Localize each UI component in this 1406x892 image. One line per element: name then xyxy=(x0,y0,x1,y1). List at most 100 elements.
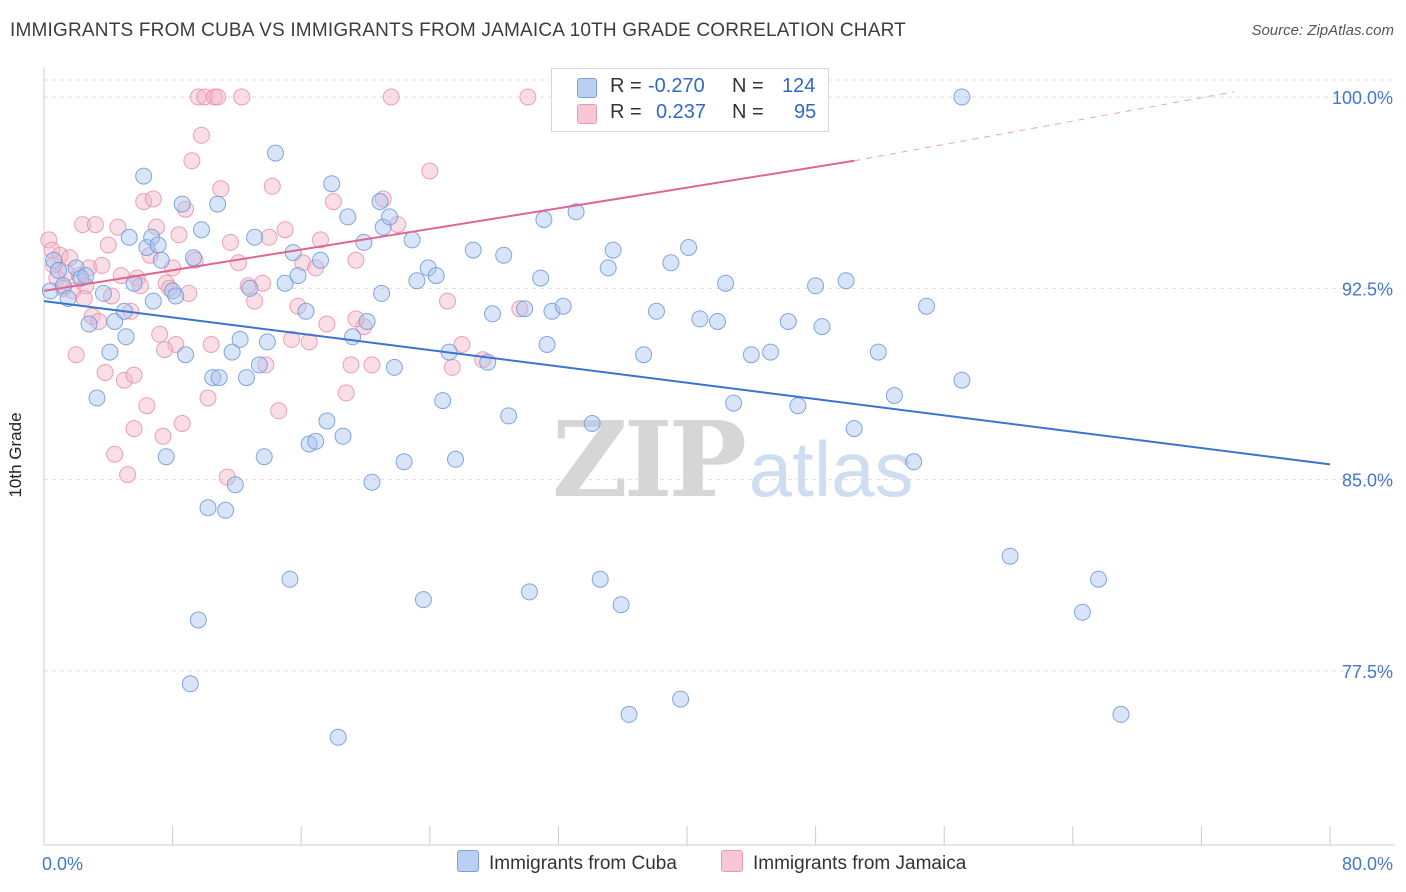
cuba-point xyxy=(138,239,156,256)
cuba-point xyxy=(231,330,249,348)
y-tick-label: 92.5% xyxy=(1342,279,1393,299)
cuba-point xyxy=(88,389,106,407)
legend-n-value: 95 xyxy=(794,101,817,123)
jamaica-point xyxy=(246,292,264,310)
jamaica-point xyxy=(202,336,220,353)
cuba-point xyxy=(223,343,241,361)
cuba-point xyxy=(318,412,336,430)
y-tick-label: 100.0% xyxy=(1332,88,1393,108)
cuba-point xyxy=(41,282,59,300)
cuba-point xyxy=(177,346,194,364)
cuba-point xyxy=(612,596,630,614)
cuba-point xyxy=(807,277,825,295)
cuba-point xyxy=(250,356,268,374)
cuba-point xyxy=(543,302,561,320)
cuba-point xyxy=(535,211,553,228)
jamaica-point xyxy=(40,231,58,249)
cuba-point xyxy=(209,195,227,213)
cuba-point xyxy=(59,290,77,307)
cuba-point xyxy=(599,259,617,277)
cuba-trend-line xyxy=(43,300,1331,466)
cuba-point xyxy=(500,407,518,425)
jamaica-point xyxy=(86,216,104,234)
legend-r-label: R = xyxy=(610,75,642,97)
jamaica-point xyxy=(144,190,162,208)
jamaica-point xyxy=(260,228,278,246)
cuba-point xyxy=(238,369,255,387)
cuba-point xyxy=(725,394,743,412)
cuba-point xyxy=(135,167,153,185)
jamaica-point xyxy=(257,356,275,374)
cuba-point xyxy=(373,284,391,302)
cuba-point xyxy=(742,346,760,364)
legend-r-label: R = xyxy=(610,101,642,123)
cuba-point xyxy=(125,274,143,292)
cuba-point xyxy=(1001,547,1019,565)
jamaica-point xyxy=(254,274,272,292)
jamaica-point xyxy=(209,88,227,106)
y-tick-label: 77.5% xyxy=(1342,662,1393,682)
cuba-point xyxy=(226,476,244,494)
cuba-point xyxy=(189,611,207,629)
cuba-point xyxy=(408,272,426,290)
watermark-zip: ZIP xyxy=(552,398,747,521)
cuba-point xyxy=(255,448,273,466)
cuba-point xyxy=(355,233,373,251)
legend-n-value: 124 xyxy=(782,75,816,97)
cuba-point xyxy=(709,313,726,330)
cuba-point xyxy=(385,358,403,376)
cuba-point xyxy=(149,236,167,254)
cuba-point xyxy=(95,284,112,302)
cuba-point xyxy=(620,705,638,723)
jamaica-point xyxy=(135,193,153,211)
cuba-point xyxy=(371,193,389,211)
jamaica-point xyxy=(67,346,85,364)
jamaica-point xyxy=(96,364,114,381)
jamaica-point xyxy=(106,445,124,463)
jamaica-point xyxy=(439,292,456,310)
cuba-point xyxy=(312,251,329,269)
trend-lines-layer xyxy=(43,91,1331,466)
cuba-point xyxy=(323,175,341,193)
cuba-point xyxy=(516,300,534,318)
jamaica-point xyxy=(511,300,529,318)
jamaica-point xyxy=(183,152,201,170)
cuba-points-layer xyxy=(41,88,1130,746)
cuba-point xyxy=(241,279,259,297)
jamaica-point xyxy=(443,358,461,376)
jamaica-point xyxy=(342,356,360,374)
cuba-point xyxy=(918,297,935,315)
cuba-point xyxy=(484,305,501,323)
cuba-point xyxy=(167,287,185,305)
jamaica-point xyxy=(270,402,288,420)
jamaica-point xyxy=(61,249,79,267)
cuba-point xyxy=(289,267,307,285)
cuba-point xyxy=(717,274,735,292)
cuba-point xyxy=(101,343,119,361)
jamaica-point xyxy=(125,420,143,438)
jamaica-point xyxy=(312,231,329,249)
cuba-point xyxy=(691,310,709,328)
bottom-legend-label-jamaica: Immigrants from Jamaica xyxy=(753,853,967,874)
axis-layer xyxy=(43,68,1395,846)
source-label: Source: ZipAtlas.com xyxy=(1251,22,1394,39)
cuba-point xyxy=(447,450,464,468)
cuba-point xyxy=(779,313,797,330)
cuba-point xyxy=(845,420,863,438)
cuba-point xyxy=(297,302,315,320)
jamaica-point xyxy=(230,254,247,272)
chart-title: IMMIGRANTS FROM CUBA VS IMMIGRANTS FROM … xyxy=(10,20,906,41)
cuba-point xyxy=(276,274,294,292)
cuba-point xyxy=(953,88,971,106)
jamaica-point xyxy=(363,356,381,374)
cuba-point xyxy=(953,371,971,389)
watermark: ZIPatlas xyxy=(552,398,914,521)
jamaica-point xyxy=(138,397,156,415)
cuba-point xyxy=(173,195,191,213)
bottom-legend-swatch-jamaica xyxy=(721,850,743,872)
cuba-point xyxy=(117,328,135,346)
jamaica-trend-line xyxy=(43,159,855,292)
cuba-point xyxy=(204,369,222,387)
cuba-point xyxy=(591,570,609,588)
cuba-point xyxy=(152,251,170,269)
